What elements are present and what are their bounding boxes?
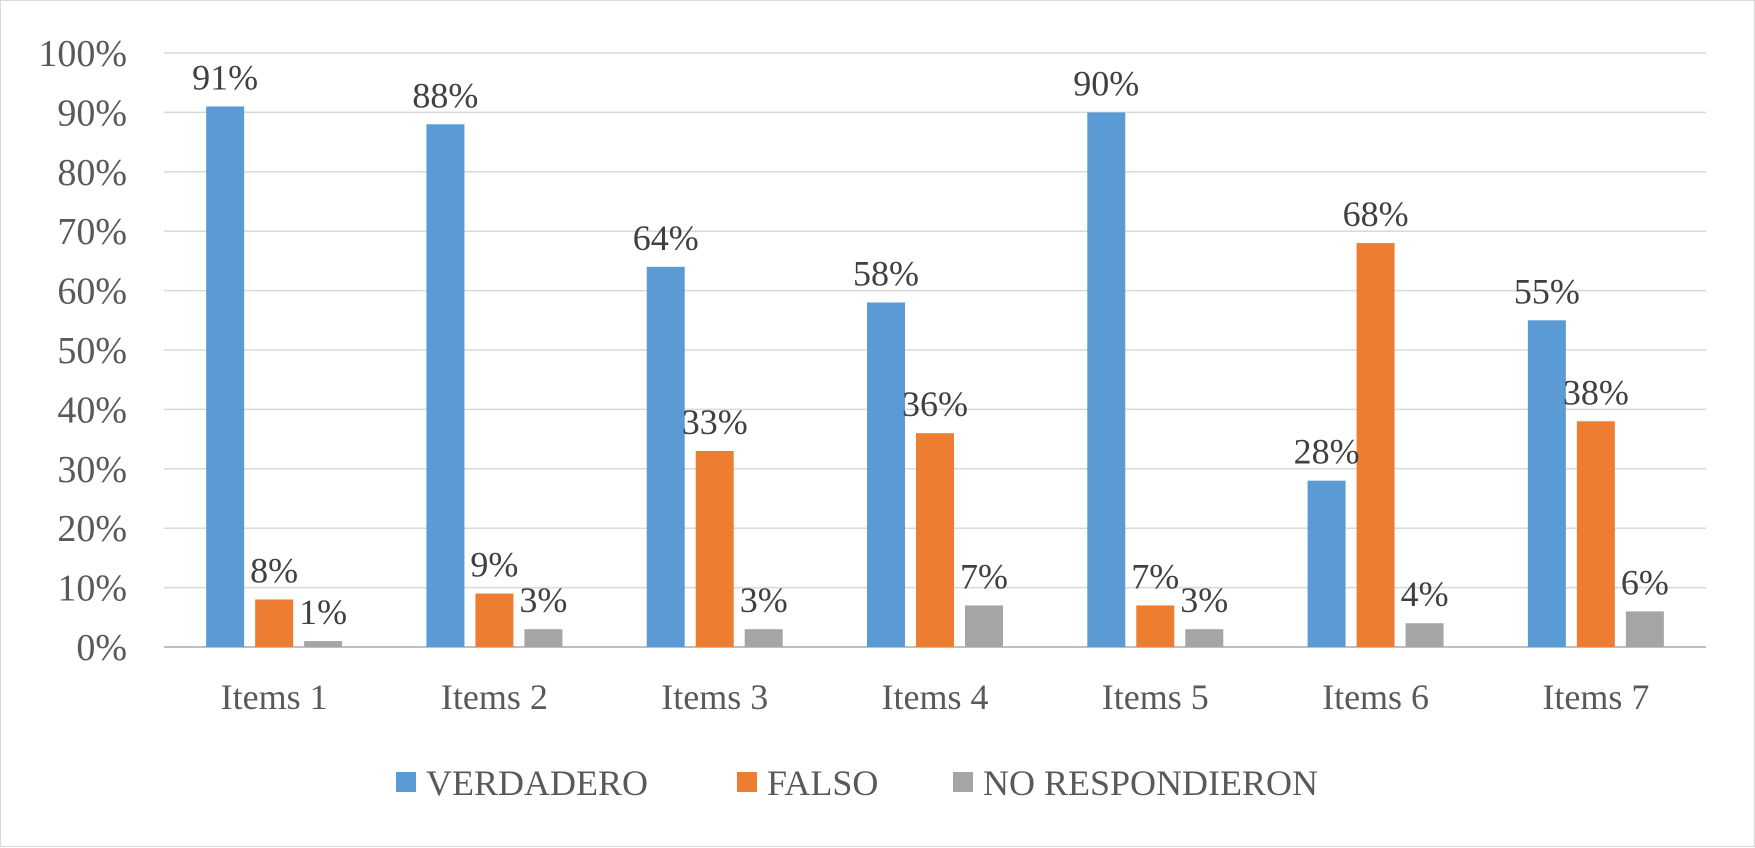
data-label: 3%: [519, 580, 567, 620]
data-label: 4%: [1401, 574, 1449, 614]
bar: [1576, 421, 1615, 647]
data-label: 38%: [1563, 372, 1629, 412]
data-label: 6%: [1621, 562, 1669, 602]
bar: [475, 593, 514, 647]
x-category-label: Items 6: [1322, 677, 1429, 717]
bar: [867, 302, 905, 647]
bar: [1185, 629, 1224, 647]
data-label: 1%: [299, 592, 347, 632]
bar: [1307, 480, 1346, 647]
gridlines: [164, 52, 1706, 648]
y-tick-label: 100%: [38, 33, 127, 75]
data-label: 28%: [1294, 432, 1360, 472]
legend-label: FALSO: [767, 763, 878, 803]
legend-label: VERDADERO: [426, 763, 648, 803]
y-tick-label: 40%: [57, 389, 127, 431]
bar: [695, 450, 734, 647]
data-label: 58%: [853, 253, 919, 293]
data-label: 90%: [1073, 63, 1139, 103]
data-label: 55%: [1514, 271, 1580, 311]
bar: [1527, 320, 1566, 647]
data-label: 88%: [412, 75, 478, 115]
data-label: 8%: [250, 550, 298, 590]
legend: VERDADERO FALSO NO RESPONDIERON: [396, 763, 1318, 803]
data-label: 91%: [192, 57, 258, 97]
x-category-label: Items 5: [1102, 677, 1209, 717]
bar: [304, 641, 343, 647]
x-category-label: Items 7: [1542, 677, 1649, 717]
x-category-label: Items 2: [441, 677, 548, 717]
y-tick-label: 30%: [57, 449, 127, 491]
bar: [524, 629, 563, 647]
x-axis-category-labels: Items 1 Items 2 Items 3 Items 4 Items 5 Items…: [221, 677, 1650, 717]
data-label: 3%: [1180, 580, 1228, 620]
bar: [965, 605, 1003, 647]
data-label: 33%: [682, 402, 748, 442]
y-tick-label: 90%: [57, 92, 127, 134]
bar: [206, 106, 245, 647]
bar: [744, 629, 783, 647]
legend-label: NO RESPONDIERON: [983, 763, 1318, 803]
data-label: 36%: [902, 384, 968, 424]
x-category-label: Items 4: [882, 677, 989, 717]
y-tick-label: 80%: [57, 152, 127, 194]
y-tick-label: 60%: [57, 271, 127, 313]
data-label: 9%: [470, 545, 518, 585]
data-label: 64%: [633, 218, 699, 258]
y-axis-tick-labels: 0% 10% 20% 30% 40% 50% 60% 70% 80% 90% 100%: [38, 33, 127, 669]
data-label: 7%: [960, 556, 1008, 596]
bar: [916, 433, 954, 647]
bar: [426, 124, 465, 647]
y-tick-label: 0%: [76, 627, 127, 669]
data-label: 7%: [1131, 556, 1179, 596]
bar: [1405, 623, 1444, 647]
bar: [1625, 611, 1664, 647]
bar: [646, 266, 685, 647]
bars: [206, 106, 1664, 647]
x-category-label: Items 3: [661, 677, 768, 717]
legend-swatch: [737, 772, 757, 792]
bar: [1356, 243, 1395, 647]
data-label: 3%: [740, 580, 788, 620]
legend-swatch: [396, 772, 416, 792]
y-tick-label: 70%: [57, 211, 127, 253]
legend-swatch: [953, 772, 973, 792]
bar: [255, 599, 294, 647]
y-tick-label: 10%: [57, 568, 127, 610]
bar: [1136, 605, 1175, 647]
data-label: 68%: [1343, 194, 1409, 234]
x-category-label: Items 1: [221, 677, 328, 717]
bar: [1087, 112, 1126, 647]
y-tick-label: 50%: [57, 330, 127, 372]
data-labels: 91%8%1%88%9%3%64%33%3%58%36%7%90%7%3%28%…: [192, 57, 1669, 632]
y-tick-label: 20%: [57, 508, 127, 550]
